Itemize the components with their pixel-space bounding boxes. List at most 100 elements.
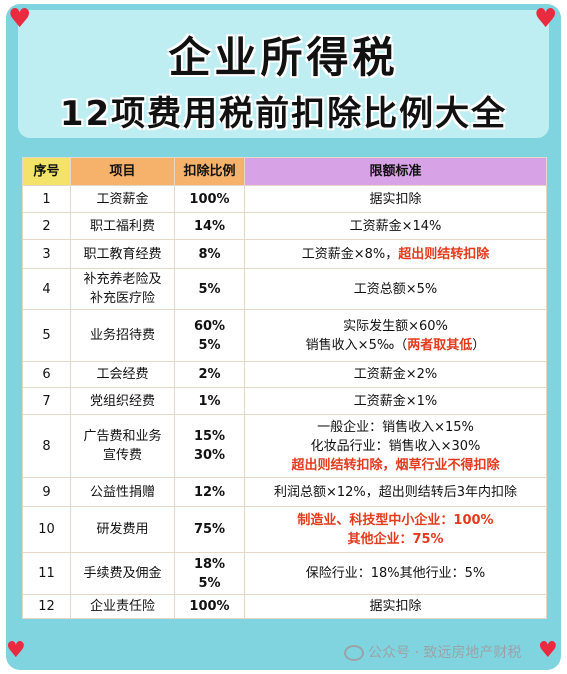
row-item: 补充养老险及 补充医疗险: [70, 268, 175, 310]
header-no: 序号: [22, 157, 71, 186]
rate-value: 30%: [193, 448, 226, 463]
page-title: 企业所得税: [168, 33, 399, 82]
row-item: 职工教育经费: [70, 239, 175, 269]
standard-line: 工资薪金×2%: [247, 365, 544, 384]
row-number: 12: [22, 594, 71, 619]
standard-line: 工资总额×5%: [247, 280, 544, 299]
row-rate: 8%: [174, 239, 245, 269]
highlight-text: 两者取其低: [407, 337, 473, 353]
standard-line: 制造业、科技型中小企业：100%: [247, 511, 544, 530]
rate-value: 100%: [189, 599, 230, 614]
rate-value: 75%: [193, 522, 226, 537]
row-standard: 工资薪金×14%: [244, 212, 547, 240]
item-line: 党组织经费: [89, 393, 155, 409]
row-standard: 工资总额×5%: [244, 268, 547, 310]
row-number: 7: [22, 387, 71, 415]
row-number: 2: [22, 212, 71, 240]
row-standard: 工资薪金×2%: [244, 361, 547, 388]
row-standard: 利润总额×12%，超出则结转后3年内扣除: [244, 477, 547, 507]
standard-line: 销售收入×5‰（两者取其低）: [247, 336, 544, 355]
standard-text: 销售收入×5‰（: [305, 337, 408, 353]
row-rate: 1%: [174, 387, 245, 415]
row-standard: 工资薪金×8%，超出则结转扣除: [244, 239, 547, 269]
row-standard: 制造业、科技型中小企业：100% 其他企业：75%: [244, 506, 547, 553]
table-row: 2 职工福利费 14% 工资薪金×14%: [22, 212, 547, 240]
row-item: 手续费及佣金: [70, 552, 175, 595]
deduction-table: 序号 项目 扣除比例 限额标准 1 工资薪金 100% 据实扣除 2 职工福利费 14% 工资…: [22, 157, 547, 619]
table-row: 5 业务招待费 60% 5% 实际发生额×60% 销售收入×5‰（两者取其低）: [22, 309, 547, 362]
standard-line: 工资薪金×14%: [247, 217, 544, 236]
rate-value: 12%: [193, 484, 226, 500]
row-item: 工资薪金: [70, 185, 175, 213]
table-row: 12 企业责任险 100% 据实扣除: [22, 594, 547, 619]
row-item: 广告费和业务 宣传费: [70, 414, 175, 478]
standard-text: 化妆品行业：销售收入×30%: [310, 438, 481, 454]
header-standard: 限额标准: [244, 157, 547, 186]
standard-line: 工资薪金×1%: [247, 392, 544, 411]
table-row: 6 工会经费 2% 工资薪金×2%: [22, 361, 547, 388]
rate-value: 18%: [193, 556, 226, 572]
row-number: 3: [22, 239, 71, 269]
row-standard: 实际发生额×60% 销售收入×5‰（两者取其低）: [244, 309, 547, 362]
rate-value: 60%: [193, 318, 226, 334]
item-line: 职工福利费: [89, 218, 155, 234]
row-standard: 据实扣除: [244, 185, 547, 213]
item-line: 手续费及佣金: [83, 566, 162, 581]
item-line: 宣传费: [102, 448, 142, 463]
highlight-text: 其他企业：75%: [347, 531, 444, 547]
row-rate: 12%: [174, 477, 245, 507]
table-row: 4 补充养老险及 补充医疗险 5% 工资总额×5%: [22, 268, 547, 310]
standard-line: 化妆品行业：销售收入×30%: [247, 437, 544, 456]
standard-line: 超出则结转扣除，烟草行业不得扣除: [247, 456, 544, 475]
header-item: 项目: [70, 157, 175, 186]
heart-icon: ♥: [534, 4, 558, 34]
row-rate: 18% 5%: [174, 552, 245, 595]
row-rate: 5%: [174, 268, 245, 310]
row-rate: 75%: [174, 506, 245, 553]
row-rate: 100%: [174, 185, 245, 213]
item-line: 公益性捐赠: [89, 484, 155, 500]
row-number: 9: [22, 477, 71, 507]
standard-text: 工资薪金×14%: [349, 218, 442, 234]
highlight-text: 超出则结转扣除，烟草行业不得扣除: [291, 457, 500, 473]
item-line: 研发费用: [96, 522, 149, 537]
standard-line: 实际发生额×60%: [247, 317, 544, 336]
row-standard: 据实扣除: [244, 594, 547, 619]
rate-value: 5%: [198, 337, 221, 353]
row-item: 工会经费: [70, 361, 175, 388]
rate-value: 2%: [198, 367, 221, 382]
item-line: 业务招待费: [89, 328, 155, 343]
table-row: 11 手续费及佣金 18% 5% 保险行业：18%其他行业：5%: [22, 552, 547, 595]
heart-icon: ♥: [538, 638, 558, 663]
standard-line: 一般企业：销售收入×15%: [247, 418, 544, 437]
row-item: 党组织经费: [70, 387, 175, 415]
table-row: 10 研发费用 75% 制造业、科技型中小企业：100% 其他企业：75%: [22, 506, 547, 553]
item-line: 工资薪金: [96, 191, 149, 207]
rate-value: 15%: [193, 429, 226, 444]
item-line: 职工教育经费: [83, 246, 162, 262]
row-number: 5: [22, 309, 71, 362]
standard-text: ）: [472, 337, 486, 353]
standard-line: 保险行业：18%其他行业：5%: [247, 564, 544, 583]
standard-text: 据实扣除: [369, 191, 422, 207]
row-number: 6: [22, 361, 71, 388]
row-number: 4: [22, 268, 71, 310]
row-rate: 14%: [174, 212, 245, 240]
row-rate: 100%: [174, 594, 245, 619]
row-number: 11: [22, 552, 71, 595]
row-number: 1: [22, 185, 71, 213]
item-line: 补充养老险及: [83, 272, 162, 287]
row-standard: 一般企业：销售收入×15% 化妆品行业：销售收入×30% 超出则结转扣除，烟草行业不…: [244, 414, 547, 478]
rate-value: 14%: [193, 218, 226, 234]
table-row: 9 公益性捐赠 12% 利润总额×12%，超出则结转后3年内扣除: [22, 477, 547, 507]
table-header-row: 序号 项目 扣除比例 限额标准: [22, 157, 547, 186]
heart-icon: ♥: [6, 638, 26, 663]
standard-text: 工资薪金×1%: [353, 393, 438, 409]
rate-value: 100%: [189, 191, 230, 207]
rate-value: 1%: [198, 393, 221, 409]
standard-line: 利润总额×12%，超出则结转后3年内扣除: [247, 483, 544, 502]
item-line: 广告费和业务: [83, 429, 162, 444]
table-row: 7 党组织经费 1% 工资薪金×1%: [22, 387, 547, 415]
highlight-text: 超出则结转扣除: [398, 246, 490, 262]
row-item: 职工福利费: [70, 212, 175, 240]
